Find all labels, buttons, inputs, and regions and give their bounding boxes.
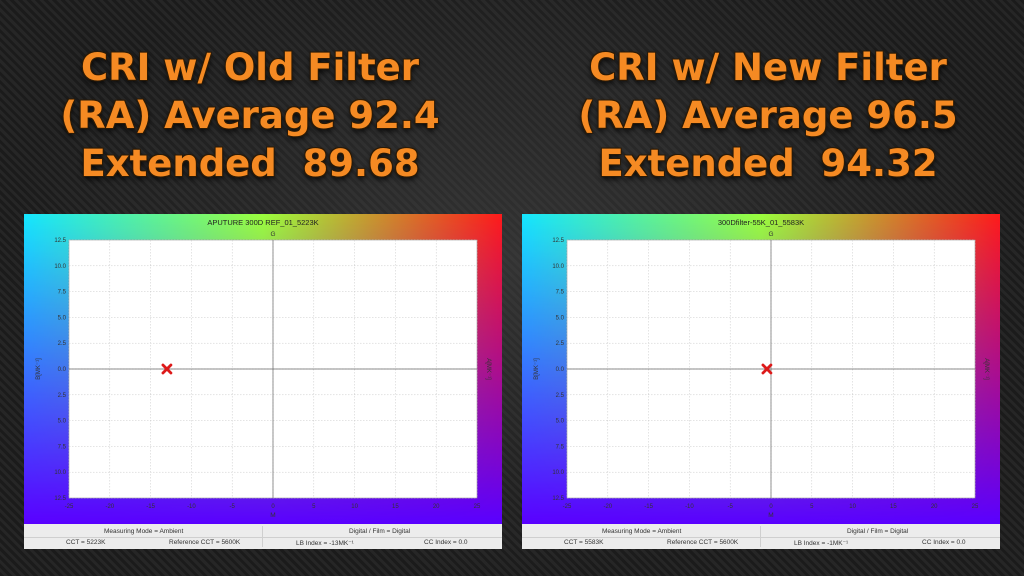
y-tick-label: 10.0 xyxy=(54,264,66,270)
chart-title: 300Dfilter-55K_01_5583K xyxy=(718,218,804,227)
headline-old-line1: CRI w/ Old Filter xyxy=(80,46,420,89)
chart-title: APUTURE 300D REF_01_5223K xyxy=(207,218,318,227)
info-bar-new-filter: Measuring Mode = Ambient Digital / Film … xyxy=(522,524,1000,549)
x-axis-label: M xyxy=(270,512,275,519)
x-tick-label: -20 xyxy=(105,504,114,510)
chart-new-filter: 300Dfilter-55K_01_5583K G M -25 -20 -15 -10 -5 0… xyxy=(522,214,1000,524)
chart-panel-old-filter: APUTURE 300D REF_01_5223K G M -25 -20 -15 -10 -… xyxy=(24,214,502,549)
data-point-marker xyxy=(161,363,173,375)
y-tick-label: 10.0 xyxy=(552,264,564,270)
x-tick-label: -10 xyxy=(685,504,694,510)
x-tick-label: -15 xyxy=(146,504,155,510)
headline-new-line3: Extended 94.32 xyxy=(598,142,938,185)
info-divider xyxy=(760,526,761,547)
y-tick-label: 12.5 xyxy=(54,238,66,244)
headline-old-line3: Extended 89.68 xyxy=(80,142,420,185)
cct: CCT = 5223K xyxy=(66,539,106,546)
info-row-1: Measuring Mode = Ambient Digital / Film … xyxy=(522,526,1000,538)
info-divider xyxy=(262,526,263,547)
y-tick-label: 7.5 xyxy=(58,444,67,450)
lb-index: LB Index = -1MK⁻¹ xyxy=(794,540,849,547)
x-tick-label: 20 xyxy=(931,504,938,510)
x-tick-label: 25 xyxy=(474,504,481,510)
data-point-marker xyxy=(761,363,773,375)
reference-cct: Reference CCT = 5600K xyxy=(667,539,739,546)
lb-index: LB Index = -13MK⁻¹ xyxy=(296,540,354,547)
y-tick-label: 5.0 xyxy=(556,315,565,321)
y-tick-label: 12.5 xyxy=(552,496,564,502)
reference-cct: Reference CCT = 5600K xyxy=(169,539,241,546)
y-tick-label: 12.5 xyxy=(552,238,564,244)
headline-old-filter: CRI w/ Old Filter (RA) Average 92.4 Exte… xyxy=(50,44,450,188)
y-tick-label: 5.0 xyxy=(556,419,565,425)
y-tick-label: 2.5 xyxy=(58,341,67,347)
x-tick-label: -10 xyxy=(187,504,196,510)
x-tick-label: 25 xyxy=(972,504,979,510)
y-tick-label: 2.5 xyxy=(556,341,565,347)
x-tick-label: 0 xyxy=(271,504,275,510)
y-axis-label: B[MK⁻¹] xyxy=(534,358,540,380)
info-row-2: CCT = 5583K Reference CCT = 5600K LB Ind… xyxy=(522,537,1000,548)
y-tick-label: 10.0 xyxy=(552,470,564,476)
y-tick-label: 7.5 xyxy=(58,290,67,296)
info-bar-old-filter: Measuring Mode = Ambient Digital / Film … xyxy=(24,524,502,549)
x-tick-label: -5 xyxy=(728,504,734,510)
info-row-1: Measuring Mode = Ambient Digital / Film … xyxy=(24,526,502,538)
measuring-mode: Measuring Mode = Ambient xyxy=(602,528,682,535)
y-tick-label: 5.0 xyxy=(58,419,67,425)
digital-film: Digital / Film = Digital xyxy=(349,528,411,535)
y-tick-label: 5.0 xyxy=(58,315,67,321)
cct: CCT = 5583K xyxy=(564,539,604,546)
cc-index: CC Index = 0.0 xyxy=(424,539,468,546)
y-tick-label: 0.0 xyxy=(556,367,565,373)
x-tick-label: -20 xyxy=(603,504,612,510)
x-tick-label: 10 xyxy=(849,504,856,510)
marker-stroke xyxy=(761,363,773,375)
headline-new-line2: (RA) Average 96.5 xyxy=(578,94,958,137)
chart-old-filter: APUTURE 300D REF_01_5223K G M -25 -20 -15 -10 -… xyxy=(24,214,502,524)
y-tick-label: 2.5 xyxy=(556,393,565,399)
x-tick-label: 5 xyxy=(312,504,316,510)
x-tick-label: -5 xyxy=(230,504,236,510)
x-tick-label: 15 xyxy=(392,504,399,510)
headline-new-filter: CRI w/ New Filter (RA) Average 96.5 Exte… xyxy=(568,44,968,188)
headline-old-line2: (RA) Average 92.4 xyxy=(60,94,440,137)
y-tick-label: 12.5 xyxy=(54,496,66,502)
measuring-mode: Measuring Mode = Ambient xyxy=(104,528,184,535)
right-axis-label: A[MK⁻¹] xyxy=(983,358,989,380)
marker-stroke xyxy=(161,363,173,375)
y-tick-label: 7.5 xyxy=(556,290,565,296)
headline-new-line1: CRI w/ New Filter xyxy=(589,46,947,89)
y-tick-label: 10.0 xyxy=(54,470,66,476)
y-tick-label: 7.5 xyxy=(556,444,565,450)
y-axis-label: B[MK⁻¹] xyxy=(36,358,42,380)
x-tick-label: 5 xyxy=(810,504,814,510)
info-row-2: CCT = 5223K Reference CCT = 5600K LB Ind… xyxy=(24,537,502,548)
y-tick-label: 2.5 xyxy=(58,393,67,399)
x-tick-label: 10 xyxy=(351,504,358,510)
chart-panel-new-filter: 300Dfilter-55K_01_5583K G M -25 -20 -15 -10 -5 0… xyxy=(522,214,1000,549)
x-tick-label: 20 xyxy=(433,504,440,510)
x-tick-label: -25 xyxy=(563,504,572,510)
cc-index: CC Index = 0.0 xyxy=(922,539,966,546)
y-tick-label: 0.0 xyxy=(58,367,67,373)
top-axis-label: G xyxy=(270,231,275,238)
digital-film: Digital / Film = Digital xyxy=(847,528,909,535)
x-tick-label: -15 xyxy=(644,504,653,510)
x-tick-label: 0 xyxy=(769,504,773,510)
x-axis-label: M xyxy=(768,512,773,519)
right-axis-label: A[MK⁻¹] xyxy=(485,358,491,380)
x-tick-label: -25 xyxy=(65,504,74,510)
top-axis-label: G xyxy=(768,231,773,238)
x-tick-label: 15 xyxy=(890,504,897,510)
